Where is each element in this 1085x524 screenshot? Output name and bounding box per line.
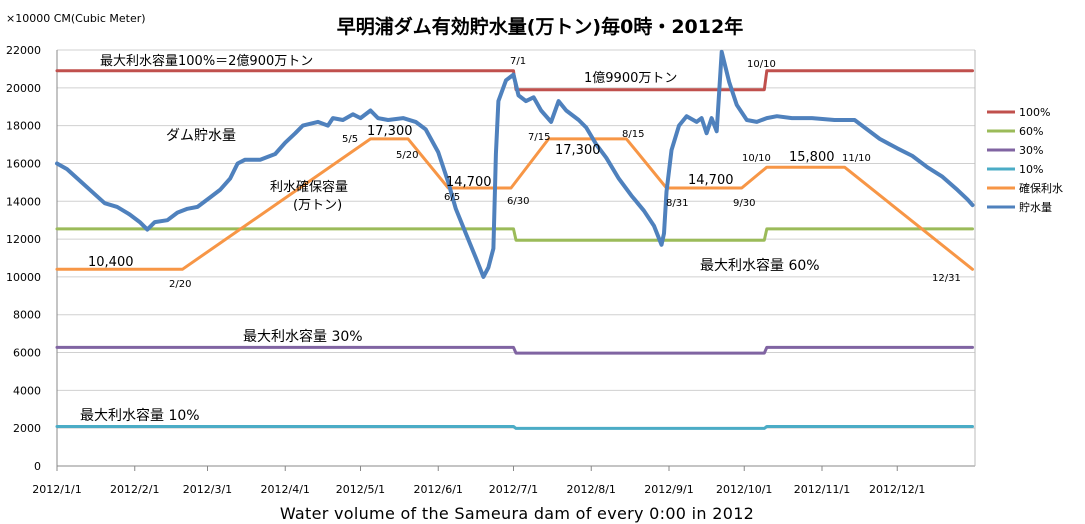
annotation-d-10-10a: 10/10 bbox=[747, 59, 776, 70]
annotation-max-60: 最大利水容量 60% bbox=[700, 257, 820, 274]
annotation-secured-line2: (万トン) bbox=[293, 198, 342, 213]
annotation-d-6-5: 6/5 bbox=[444, 192, 460, 203]
y-tick-label: 16000 bbox=[6, 157, 41, 170]
y-tick-label: 22000 bbox=[6, 44, 41, 57]
x-tick-label: 2012/3/1 bbox=[183, 483, 232, 496]
chart-caption: Water volume of the Sameura dam of every… bbox=[280, 504, 754, 523]
legend-label: 30% bbox=[1019, 144, 1043, 157]
series-lines bbox=[55, 49, 975, 430]
unit-label: ×10000 CM(Cubic Meter) bbox=[6, 12, 146, 25]
annotation-d-5-20: 5/20 bbox=[396, 150, 418, 161]
series-line-storage bbox=[55, 49, 975, 279]
annotation-storage: ダム貯水量 bbox=[166, 128, 236, 144]
series-line-10pct bbox=[55, 425, 974, 430]
legend-label: 10% bbox=[1019, 163, 1043, 176]
x-tick-label: 2012/12/1 bbox=[869, 483, 925, 496]
y-tick-label: 0 bbox=[34, 460, 41, 473]
y-tick-label: 14000 bbox=[6, 195, 41, 208]
annotation-d-2-20: 2/20 bbox=[169, 279, 191, 290]
y-tick-label: 8000 bbox=[13, 309, 41, 322]
legend-label: 100% bbox=[1019, 106, 1050, 119]
y-tick-label: 4000 bbox=[13, 384, 41, 397]
y-tick-label: 2000 bbox=[13, 422, 41, 435]
y-tick-label: 6000 bbox=[13, 347, 41, 360]
y-tick-label: 20000 bbox=[6, 82, 41, 95]
grid-lines bbox=[56, 49, 976, 467]
x-tick-label: 2012/6/1 bbox=[414, 483, 463, 496]
annotation-max-100: 最大利水容量100%＝2億900万トン bbox=[100, 53, 313, 69]
annotation-d-12-31: 12/31 bbox=[932, 273, 961, 284]
annotation-v15800: 15,800 bbox=[789, 150, 835, 165]
x-tick-label: 2012/9/1 bbox=[644, 483, 693, 496]
annotation-d-7-15: 7/15 bbox=[528, 132, 550, 143]
annotation-d-8-31: 8/31 bbox=[666, 198, 688, 209]
y-tick-label: 12000 bbox=[6, 233, 41, 246]
annotation-v14700a: 14,700 bbox=[446, 175, 492, 190]
chart-title: 早明浦ダム有効貯水量(万トン)毎0時・2012年 bbox=[337, 15, 743, 38]
annotation-d-11-10: 11/10 bbox=[842, 153, 871, 164]
x-tick-label: 2012/2/1 bbox=[110, 483, 159, 496]
x-tick-label: 2012/5/1 bbox=[336, 483, 385, 496]
y-axis-ticks: 0 2000 4000 6000 8000 10000 12000 14000 16000 180… bbox=[6, 44, 41, 473]
annotation-max-30: 最大利水容量 30% bbox=[243, 328, 363, 345]
legend-label: 貯水量 bbox=[1019, 201, 1052, 214]
annotation-d-7-1: 7/1 bbox=[510, 56, 526, 67]
annotation-d-6-30: 6/30 bbox=[507, 196, 529, 207]
x-axis-ticks: 2012/1/1 2012/2/1 2012/3/1 2012/4/1 2012/5/1… bbox=[32, 466, 925, 496]
annotation-v14700b: 14,700 bbox=[688, 173, 734, 188]
series-line-30pct bbox=[55, 345, 974, 355]
legend-label: 60% bbox=[1019, 125, 1043, 138]
annotation-v10400: 10,400 bbox=[88, 255, 134, 270]
annotation-d-8-15: 8/15 bbox=[622, 129, 644, 140]
x-tick-label: 2012/7/1 bbox=[489, 483, 538, 496]
x-tick-label: 2012/10/1 bbox=[716, 483, 772, 496]
y-tick-label: 10000 bbox=[6, 271, 41, 284]
annotation-d-10-10b: 10/10 bbox=[742, 153, 771, 164]
annotation-max-10: 最大利水容量 10% bbox=[80, 407, 200, 424]
annotation-d-9-30: 9/30 bbox=[733, 198, 755, 209]
annotation-secured-line1: 利水確保容量 bbox=[270, 179, 348, 195]
y-tick-label: 18000 bbox=[6, 120, 41, 133]
series-line-100pct bbox=[55, 69, 974, 92]
x-tick-label: 2012/8/1 bbox=[567, 483, 616, 496]
annotation-v17300b: 17,300 bbox=[555, 143, 601, 158]
series-line-secured bbox=[55, 137, 974, 271]
annotation-d-5-5: 5/5 bbox=[342, 134, 358, 145]
legend-label: 確保利水 bbox=[1019, 181, 1063, 195]
series-line-60pct bbox=[55, 227, 974, 242]
x-tick-label: 2012/4/1 bbox=[261, 483, 310, 496]
x-tick-label: 2012/11/1 bbox=[794, 483, 850, 496]
annotation-reduced-100: 1億9900万トン bbox=[584, 70, 677, 86]
x-tick-label: 2012/1/1 bbox=[32, 483, 81, 496]
annotation-v17300a: 17,300 bbox=[367, 124, 413, 139]
